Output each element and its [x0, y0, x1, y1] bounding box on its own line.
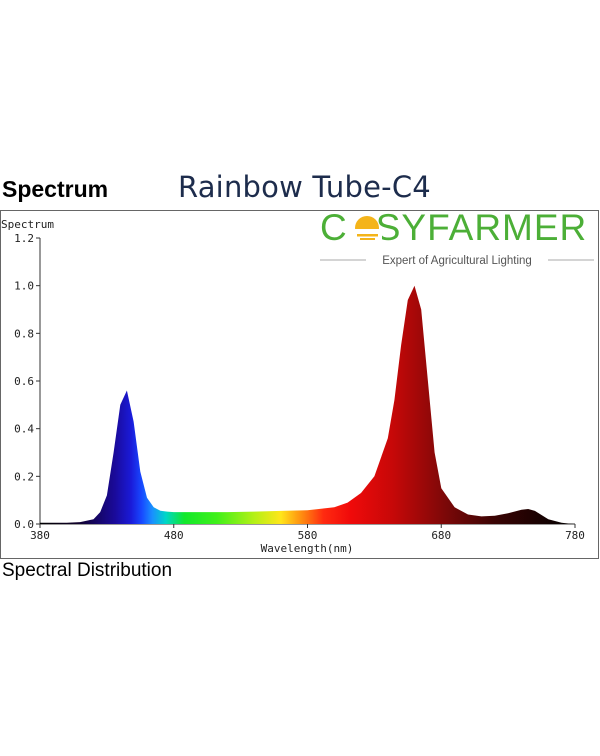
brand-logo: C SYFARMER Expert of Agricultural Lightin… — [320, 207, 594, 267]
outer-frame — [0, 210, 599, 559]
sun-icon — [352, 216, 382, 241]
brand-tagline: Expert of Agricultural Lighting — [382, 255, 532, 267]
brand-name-end: SYFARMER — [376, 207, 588, 248]
y-ticks: 0.0 0.2 0.4 0.6 0.8 1.0 1.2 — [14, 232, 40, 531]
brand-name: C SYFARMER — [320, 207, 587, 248]
brand-name-start: C — [320, 207, 348, 248]
y-tick-label: 0.0 — [14, 518, 34, 531]
y-axis-title: Spectrum — [1, 218, 54, 231]
spectrum-area — [40, 285, 575, 524]
spectrum-heading: Spectrum — [2, 176, 109, 202]
x-tick-label: 480 — [164, 529, 184, 542]
x-ticks: 380 480 580 680 780 — [30, 524, 585, 542]
x-tick-label: 780 — [565, 529, 585, 542]
x-axis-title: Wavelength(nm) — [261, 542, 354, 555]
y-tick-label: 0.8 — [14, 327, 34, 340]
x-tick-label: 580 — [298, 529, 318, 542]
x-tick-label: 680 — [431, 529, 451, 542]
y-tick-label: 1.2 — [14, 232, 34, 245]
spectrum-chart: C SYFARMER Expert of Agricultural Lightin… — [0, 207, 599, 559]
y-tick-label: 0.6 — [14, 375, 34, 388]
spectral-distribution-label: Spectral Distribution — [2, 560, 173, 581]
x-tick-label: 380 — [30, 529, 50, 542]
y-tick-label: 1.0 — [14, 280, 34, 293]
product-title: Rainbow Tube-C4 — [178, 170, 431, 204]
y-tick-label: 0.2 — [14, 470, 34, 483]
y-tick-label: 0.4 — [14, 423, 34, 436]
